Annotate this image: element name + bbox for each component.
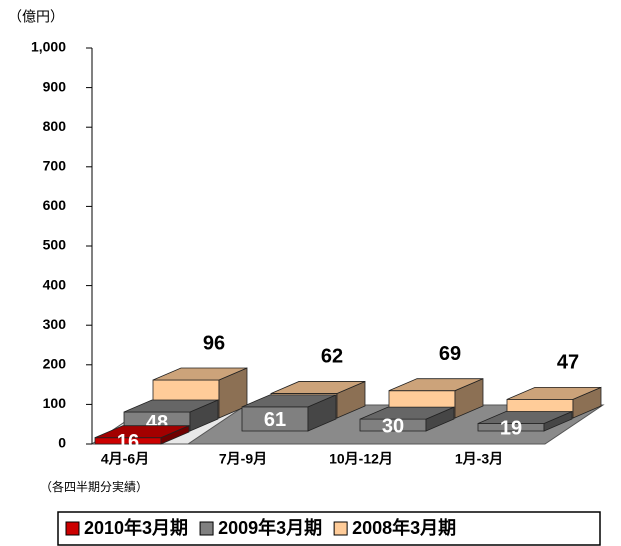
legend-swatch	[65, 521, 80, 536]
y-tick-label: 300	[43, 316, 67, 332]
x-tick-label: 7月-9月	[219, 451, 267, 467]
bar-top	[241, 394, 337, 408]
y-tick-label: 400	[43, 276, 67, 292]
bar	[94, 425, 190, 445]
y-axis-label: （億円）	[8, 9, 64, 25]
value-label: 16	[117, 431, 139, 453]
x-tick-label: 4月-6月	[101, 451, 149, 467]
value-label: 96	[203, 332, 225, 354]
bar-top	[506, 386, 602, 400]
legend-box	[57, 511, 601, 546]
y-tick-label: 0	[58, 435, 66, 451]
legend-label: 2009年3月期	[218, 517, 322, 538]
bar-top	[94, 425, 190, 439]
value-label: 47	[557, 352, 579, 374]
bar	[359, 406, 455, 432]
legend-label: 2010年3月期	[84, 517, 188, 538]
x-tick-label: 10月-12月	[329, 451, 393, 467]
bar-top	[123, 399, 219, 413]
value-label: 62	[321, 346, 343, 368]
y-tick-label: 800	[43, 118, 67, 134]
y-tick-label: 700	[43, 158, 67, 174]
bar-top	[270, 381, 366, 394]
y-tick-label: 600	[43, 197, 67, 213]
bar	[241, 394, 337, 432]
value-label: 30	[382, 415, 404, 437]
value-label: 61	[264, 409, 286, 431]
bar-top	[359, 406, 455, 420]
value-label: 69	[439, 343, 461, 365]
legend-swatch	[199, 521, 214, 536]
bar	[477, 410, 573, 432]
note: （各四半期分実績）	[40, 479, 148, 494]
y-tick-label: 1,000	[31, 39, 66, 55]
bar-top	[388, 378, 484, 392]
legend-label: 2008年3月期	[352, 517, 456, 538]
legend-swatch	[333, 521, 348, 536]
y-tick-label: 100	[43, 395, 67, 411]
y-tick-label: 200	[43, 356, 67, 372]
y-tick-label: 900	[43, 78, 67, 94]
value-label: 19	[500, 418, 522, 440]
bar-top	[152, 367, 248, 381]
y-tick-label: 500	[43, 237, 67, 253]
x-tick-label: 1月-3月	[455, 451, 503, 467]
bar-top	[477, 411, 573, 424]
